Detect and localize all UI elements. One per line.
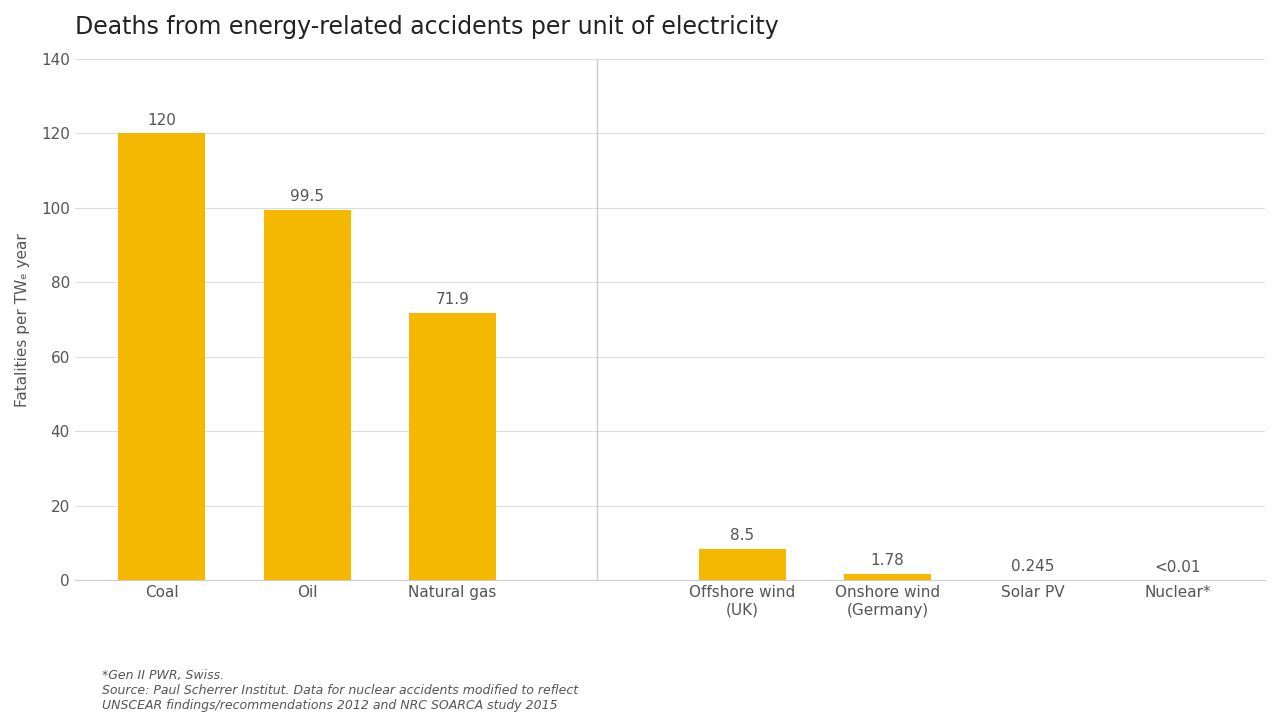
Text: 99.5: 99.5 bbox=[291, 189, 324, 204]
Text: 8.5: 8.5 bbox=[731, 528, 754, 544]
Text: 1.78: 1.78 bbox=[870, 553, 905, 568]
Text: 120: 120 bbox=[147, 113, 177, 128]
Text: *Gen II PWR, Swiss.
Source: Paul Scherrer Institut. Data for nuclear accidents m: *Gen II PWR, Swiss. Source: Paul Scherre… bbox=[102, 669, 579, 712]
Text: 71.9: 71.9 bbox=[435, 292, 470, 307]
Bar bbox=[118, 134, 206, 580]
Bar bbox=[844, 574, 931, 580]
Bar bbox=[408, 313, 495, 580]
Text: 0.245: 0.245 bbox=[1011, 559, 1055, 574]
Y-axis label: Fatalities per TWₑ year: Fatalities per TWₑ year bbox=[15, 233, 29, 407]
Bar bbox=[699, 549, 786, 580]
Bar bbox=[264, 210, 351, 580]
Text: <0.01: <0.01 bbox=[1155, 560, 1201, 574]
Text: Deaths from energy-related accidents per unit of electricity: Deaths from energy-related accidents per… bbox=[74, 15, 778, 39]
